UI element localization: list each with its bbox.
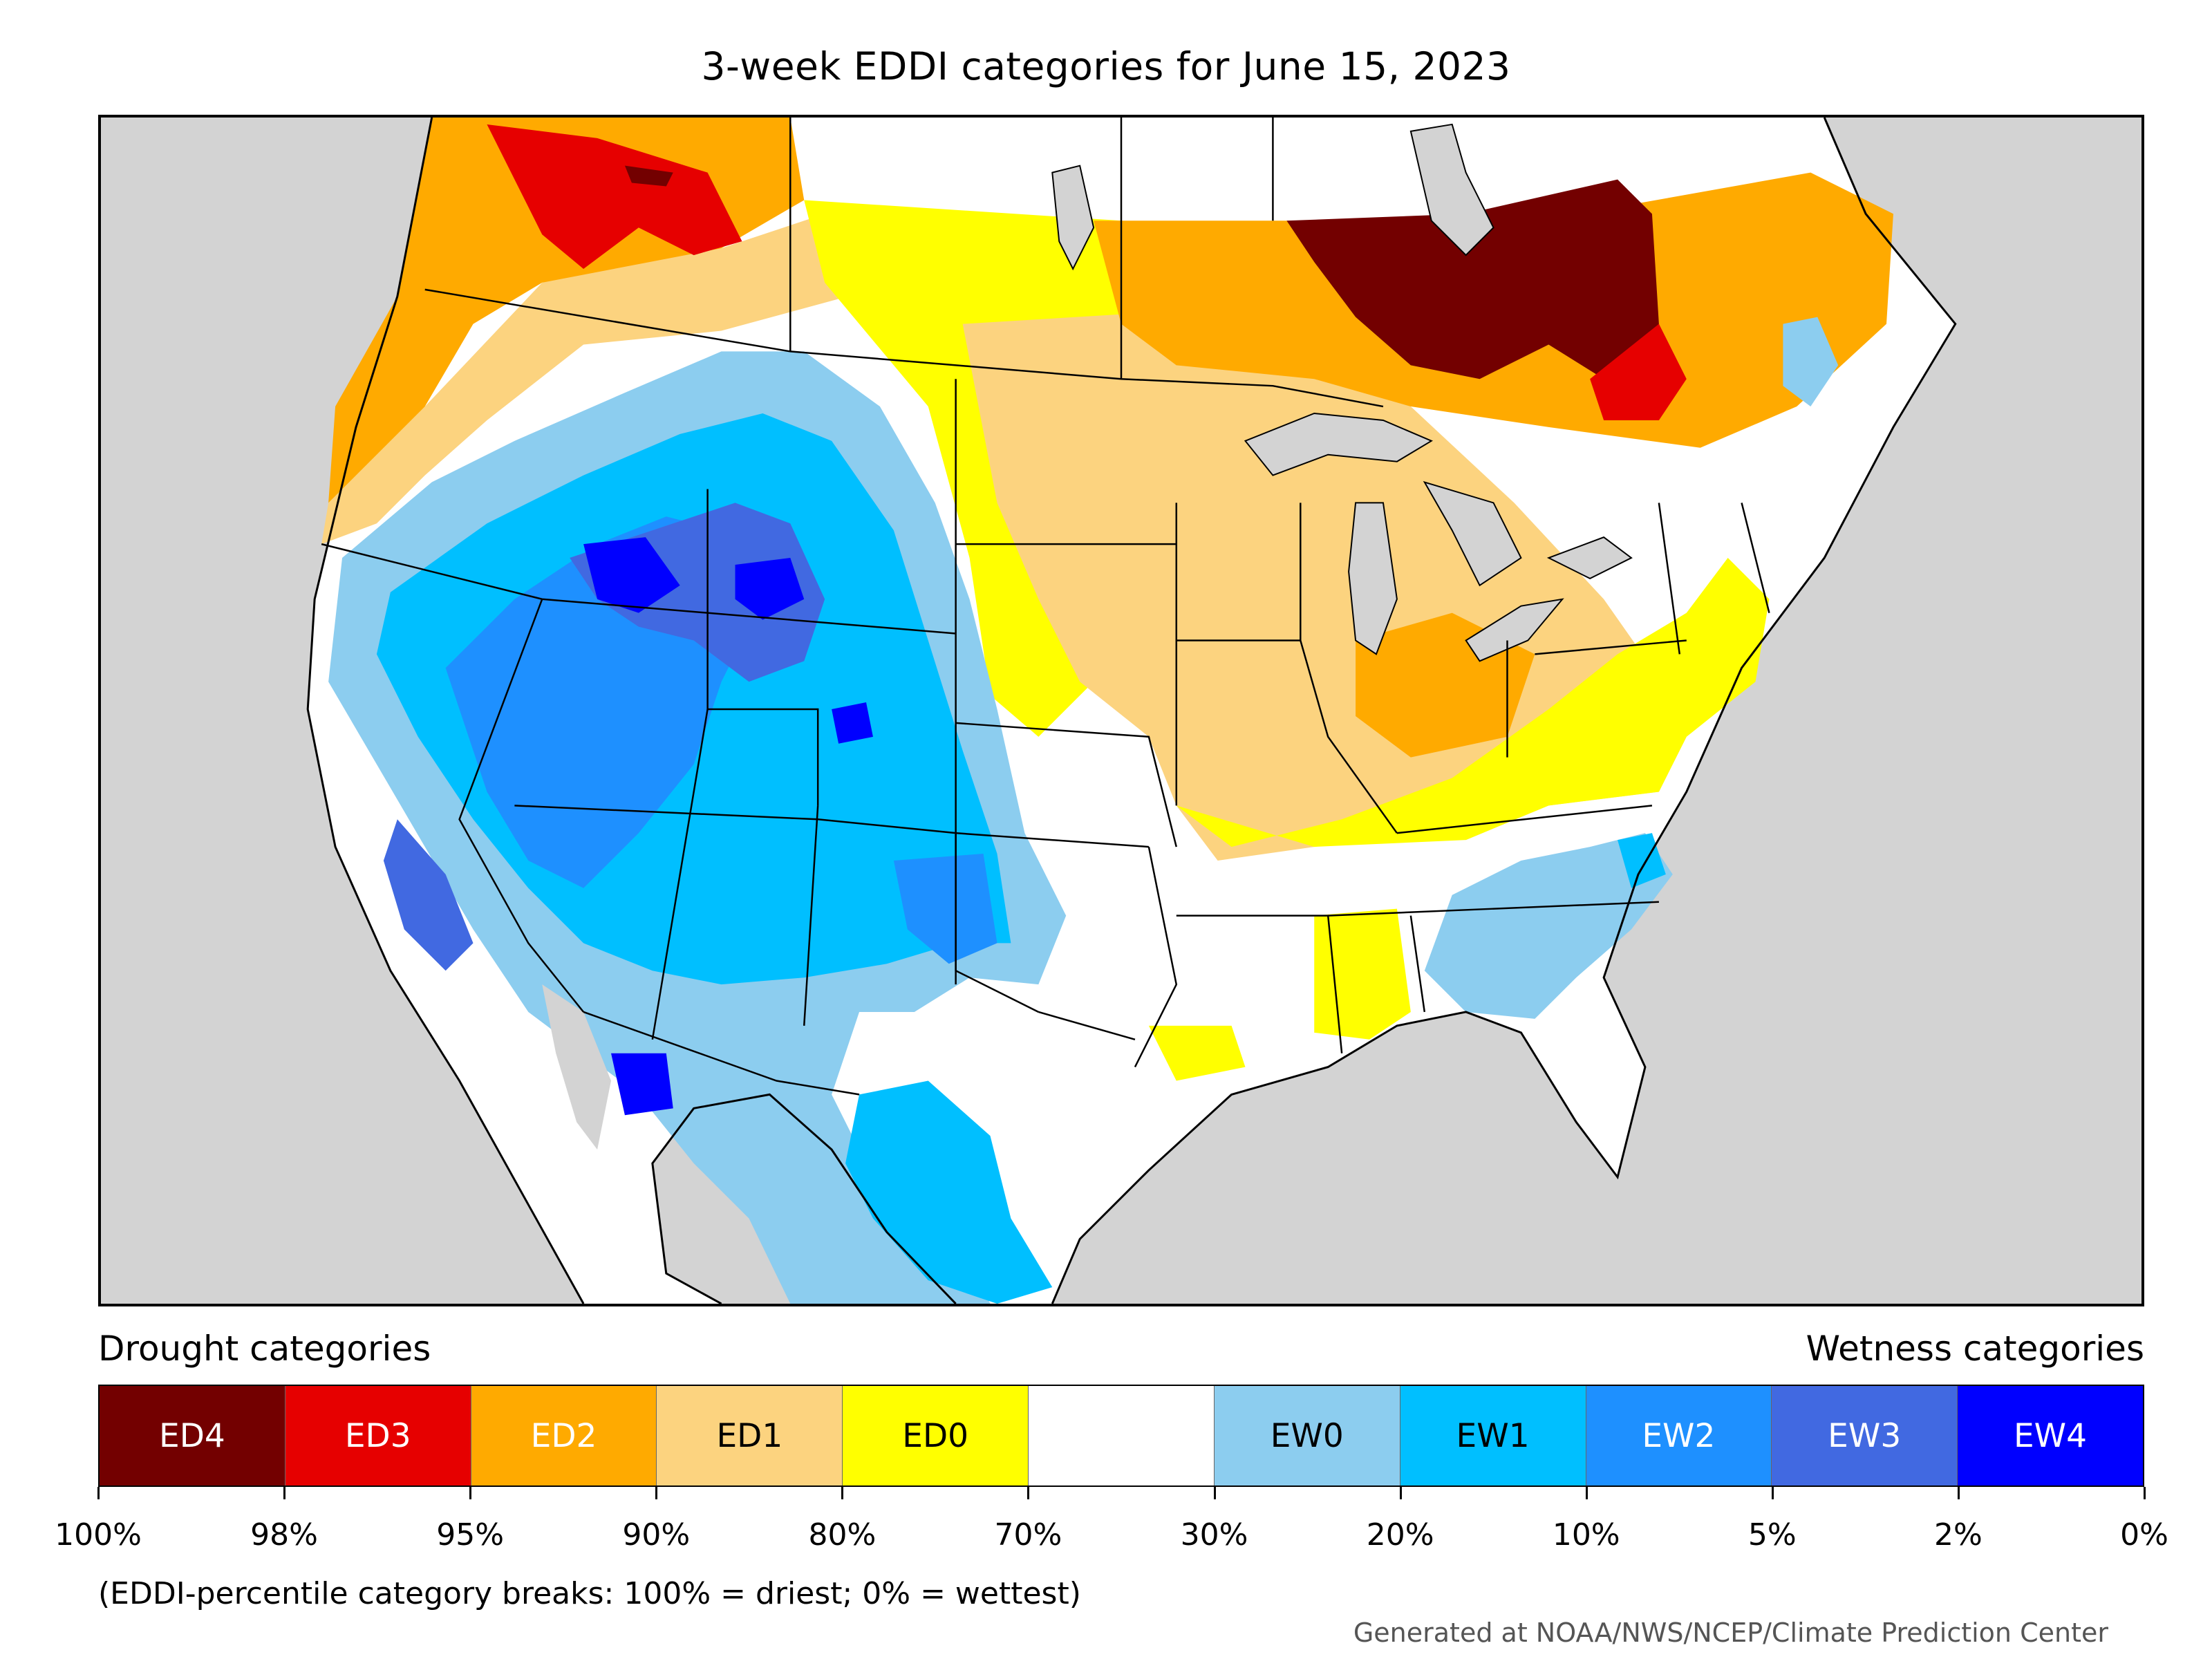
lake-michigan [1348, 502, 1398, 655]
wetness-heading: Wetness categories [1806, 1329, 2144, 1369]
lake-superior [1244, 412, 1433, 476]
category-breaks-note: (EDDI-percentile category breaks: 100% =… [98, 1576, 1081, 1611]
tick-label: 90% [622, 1517, 691, 1553]
region-ed0-louisiana [1148, 1025, 1246, 1081]
tick-mark [1027, 1487, 1030, 1499]
legend-swatch-ew4: EW4 [1958, 1386, 2143, 1485]
tick-mark [1213, 1487, 1216, 1499]
tick-label: 70% [994, 1517, 1062, 1553]
map-canvas [306, 118, 1957, 1304]
legend-swatch-ew1: EW1 [1400, 1386, 1586, 1485]
boundaries [321, 118, 1770, 1096]
region-ew1-texas [845, 1080, 1053, 1304]
tick-label: 30% [1180, 1517, 1248, 1553]
tick-mark [1957, 1487, 1960, 1499]
legend-swatch-ed3: ED3 [285, 1386, 471, 1485]
region-ew0-southeast [1424, 833, 1673, 1019]
region-ew0-maine [1783, 317, 1839, 407]
tick-label: 0% [2120, 1517, 2168, 1553]
region-ew3-california [383, 819, 474, 971]
tick-mark [2144, 1487, 2146, 1499]
region-ed4-great-lakes [1286, 179, 1659, 379]
tick-label: 10% [1552, 1517, 1620, 1553]
legend-swatch-ew0: EW0 [1214, 1386, 1400, 1485]
region-ed3-northwest [487, 124, 742, 269]
region-ed4-northwest [624, 165, 673, 187]
legend-swatch-ew3: EW3 [1772, 1386, 1958, 1485]
tick-label: 95% [436, 1517, 505, 1553]
tick-label: 20% [1366, 1517, 1434, 1553]
legend-swatch-ed2: ED2 [471, 1386, 657, 1485]
tick-label: 80% [808, 1517, 877, 1553]
region-ew2-oklahoma [893, 854, 997, 964]
legend-swatch-normal [1029, 1386, 1215, 1485]
tick-label: 98% [250, 1517, 318, 1553]
region-ew4-arizona [611, 1053, 673, 1116]
legend-swatch-ed4: ED4 [100, 1386, 285, 1485]
percentile-ticks: 100% 98% 95% 90% 80% 70% 30% 20% 10% 5% 2% 0% [55, 1487, 2168, 1553]
lake-winnipeg [1051, 165, 1095, 271]
region-ed3-great-lakes-east [1590, 324, 1687, 420]
region-ed1-northwest [321, 214, 873, 545]
lake-huron [1423, 480, 1522, 587]
hudson-bay-part [1409, 123, 1494, 256]
gulf-of-california [542, 984, 611, 1150]
region-ed0-east [1176, 558, 1770, 847]
lake-erie [1465, 598, 1564, 662]
tick-label: 5% [1747, 1517, 1797, 1553]
tick-label: 2% [1934, 1517, 1983, 1553]
legend-swatch-ed0: ED0 [843, 1386, 1029, 1485]
drought-heading: Drought categories [98, 1329, 431, 1369]
coastline [306, 118, 1957, 1304]
tick-label: 100% [55, 1517, 142, 1553]
eddi-map [98, 115, 2144, 1306]
tick-mark [97, 1487, 100, 1499]
tick-mark [841, 1487, 844, 1499]
tick-mark [1585, 1487, 1588, 1499]
map-title: 3-week EDDI categories for June 15, 2023 [701, 44, 1511, 88]
legend-swatch-ed1: ED1 [657, 1386, 843, 1485]
credit-line: Generated at NOAA/NWS/NCEP/Climate Predi… [1353, 1618, 2108, 1648]
tick-mark [1399, 1487, 1402, 1499]
category-colorbar: ED4 ED3 ED2 ED1 ED0 EW0 EW1 EW2 EW3 EW4 [98, 1385, 2144, 1487]
tick-mark [469, 1487, 472, 1499]
tick-mark [283, 1487, 286, 1499]
tick-mark [1771, 1487, 1774, 1499]
region-ew4-colorado [832, 702, 873, 744]
region-ed0-gulf [1314, 908, 1411, 1040]
region-ew4-wyoming [735, 558, 805, 620]
lake-ontario [1546, 536, 1633, 580]
region-ew4-utah [583, 537, 680, 613]
tick-mark [655, 1487, 658, 1499]
legend-swatch-ew2: EW2 [1586, 1386, 1772, 1485]
